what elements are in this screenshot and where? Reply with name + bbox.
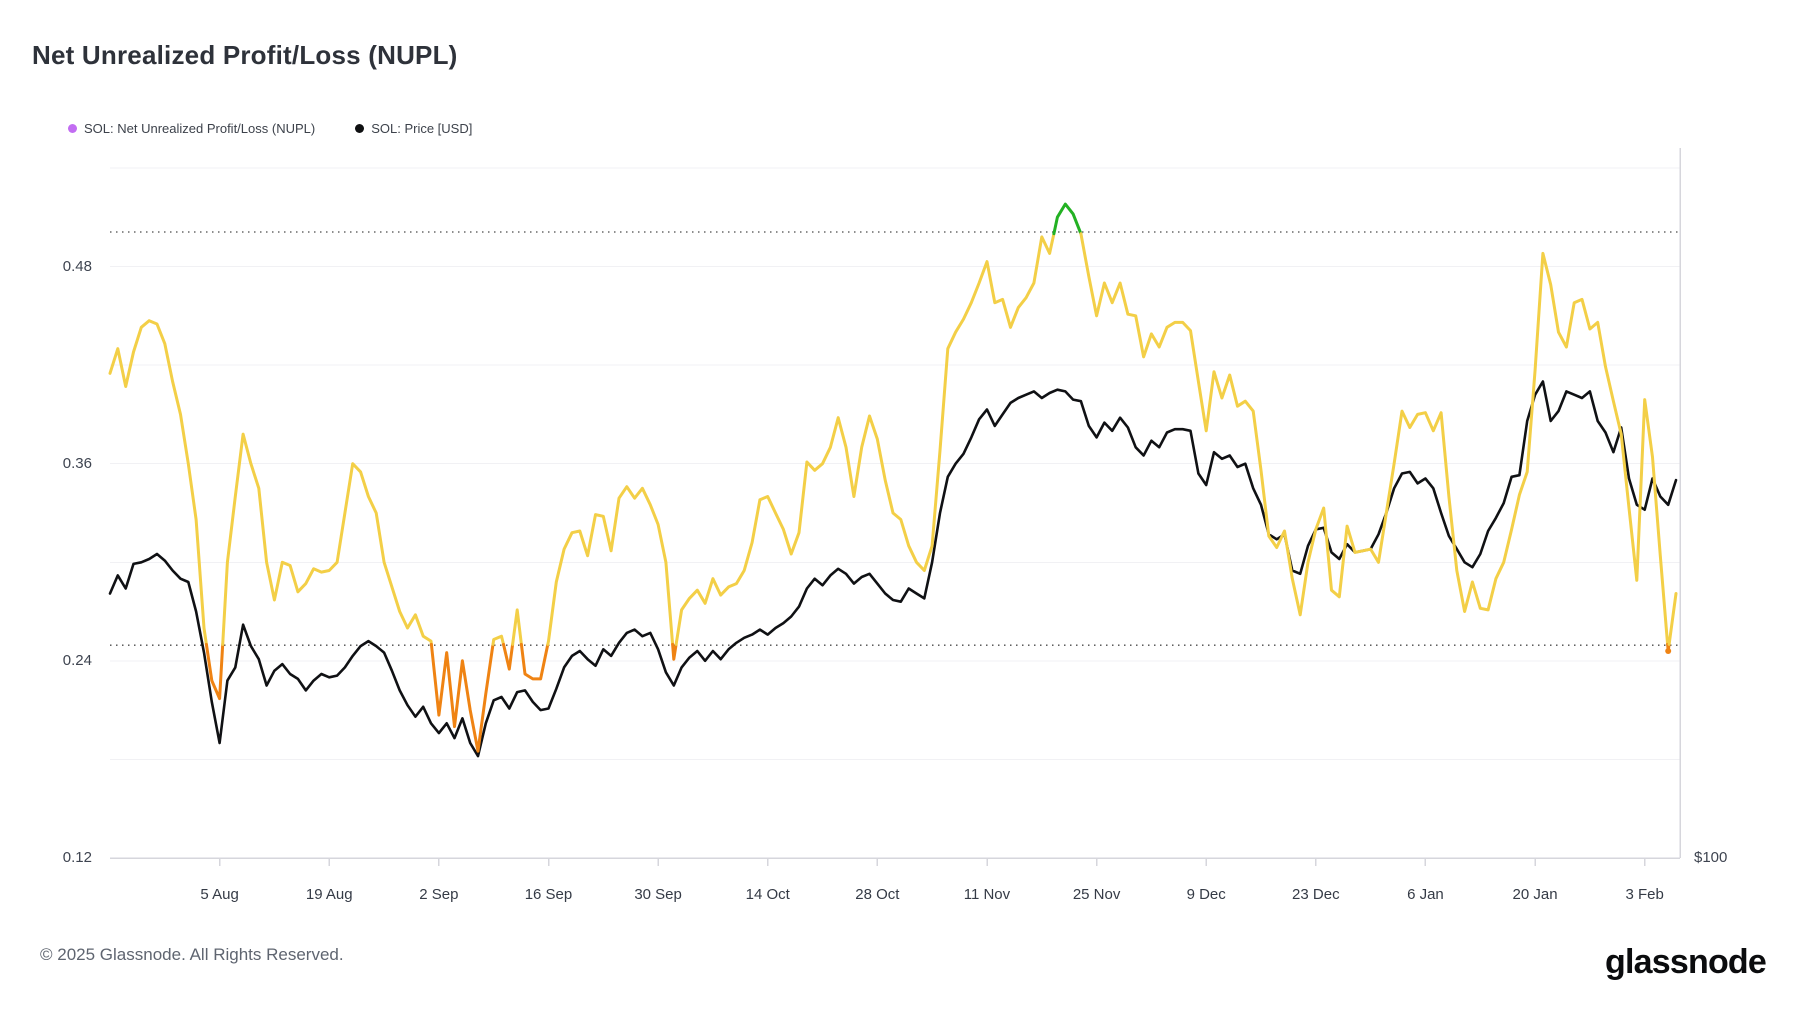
- x-axis-tick-label: 25 Nov: [1072, 886, 1121, 903]
- legend-label-nupl: SOL: Net Unrealized Profit/Loss (NUPL): [84, 121, 316, 136]
- x-axis-tick-label: 5 Aug: [200, 886, 239, 903]
- nupl-end-marker-dot: [1665, 648, 1672, 654]
- legend-label-price: SOL: Price [USD]: [371, 121, 473, 136]
- nupl-line-segment: [108, 319, 208, 646]
- nupl-line-segment: [674, 232, 1056, 646]
- nupl-line-segment: [1052, 202, 1083, 236]
- chart-legend: SOL: Net Unrealized Profit/Loss (NUPL) S…: [68, 121, 472, 136]
- x-axis-tick-label: 2 Sep: [419, 886, 459, 903]
- price-line: [108, 380, 1678, 758]
- nupl-line-segment: [546, 485, 675, 646]
- x-axis-tick-label: 28 Oct: [855, 886, 900, 903]
- x-axis-tick-label: 30 Sep: [634, 886, 682, 903]
- x-axis-tick-label: 19 Aug: [305, 886, 353, 903]
- y-axis-right-label: $100: [1694, 849, 1728, 866]
- nupl-line-segment: [1667, 592, 1678, 646]
- glassnode-logo: glassnode: [1605, 943, 1767, 981]
- copyright-text: © 2025 Glassnode. All Rights Reserved.: [40, 945, 344, 964]
- nupl-line-segment: [221, 432, 433, 646]
- nupl-line-segment: [429, 642, 495, 753]
- y-axis-tick-label: 0.36: [62, 454, 92, 472]
- x-axis-tick-label: 20 Jan: [1512, 886, 1558, 903]
- y-axis-tick-label: 0.12: [62, 849, 92, 866]
- nupl-line-segment: [491, 634, 505, 646]
- y-axis-tick-label: 0.24: [62, 651, 92, 669]
- nupl-line-segment: [204, 642, 225, 701]
- nupl-line-segment: [1079, 232, 1670, 646]
- nupl-line-segment: [502, 642, 515, 671]
- y-axis-tick-label: 0.48: [62, 257, 92, 275]
- legend-item-nupl[interactable]: SOL: Net Unrealized Profit/Loss (NUPL): [68, 121, 315, 136]
- nupl-line-segment: [511, 608, 523, 646]
- legend-item-price[interactable]: SOL: Price [USD]: [355, 121, 472, 136]
- x-axis-tick-label: 16 Sep: [524, 886, 573, 903]
- x-axis-tick-label: 6 Jan: [1407, 886, 1444, 903]
- x-axis-tick-label: 11 Nov: [963, 886, 1011, 903]
- nupl-line-segment: [671, 642, 678, 661]
- page-title: Net Unrealized Profit/Loss (NUPL): [32, 40, 458, 70]
- x-axis-tick-label: 14 Oct: [745, 886, 790, 903]
- price-legend-dot-icon: [355, 124, 365, 133]
- x-axis-tick-label: 23 Dec: [1292, 886, 1340, 903]
- x-axis-tick-label: 9 Dec: [1186, 886, 1226, 903]
- x-axis-tick-label: 3 Feb: [1625, 886, 1664, 903]
- nupl-legend-dot-icon: [68, 124, 77, 133]
- nupl-line-segment: [519, 642, 550, 681]
